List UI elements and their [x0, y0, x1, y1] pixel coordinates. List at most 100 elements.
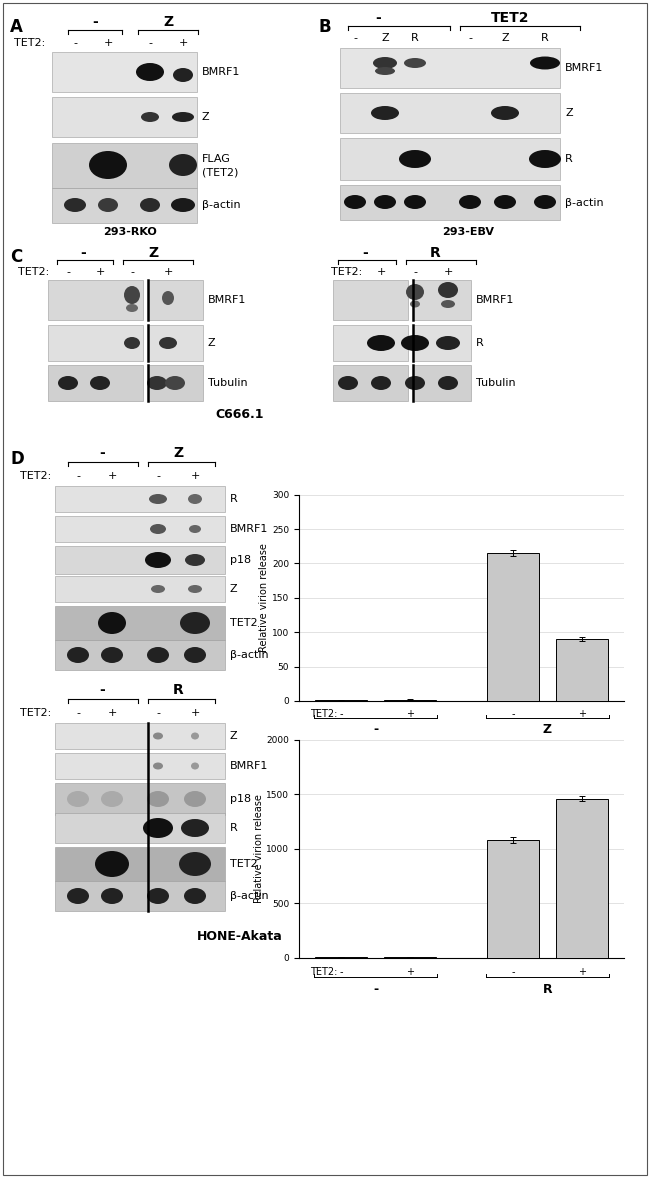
Ellipse shape — [371, 376, 391, 390]
Ellipse shape — [371, 106, 399, 120]
Ellipse shape — [529, 150, 561, 168]
Bar — [333, 365, 408, 401]
Bar — [333, 280, 408, 320]
Text: Z: Z — [173, 446, 183, 459]
Text: FLAG: FLAG — [202, 154, 231, 165]
Text: B: B — [318, 18, 331, 37]
Bar — [55, 516, 225, 542]
Text: p18: p18 — [230, 794, 251, 805]
Ellipse shape — [136, 62, 164, 81]
Bar — [55, 487, 225, 512]
Ellipse shape — [338, 376, 358, 390]
Bar — [52, 97, 197, 137]
Ellipse shape — [534, 196, 556, 209]
Text: +: + — [406, 967, 414, 977]
Bar — [340, 138, 560, 180]
Text: -: - — [76, 708, 80, 719]
Text: Z: Z — [501, 33, 509, 44]
Text: +: + — [190, 708, 200, 719]
Ellipse shape — [181, 819, 209, 838]
Text: +: + — [107, 708, 117, 719]
Ellipse shape — [367, 335, 395, 351]
Bar — [48, 365, 143, 401]
Text: R: R — [430, 246, 441, 260]
Text: TET2:: TET2: — [14, 38, 46, 48]
Ellipse shape — [184, 790, 206, 807]
Text: +: + — [578, 967, 586, 977]
Bar — [48, 325, 143, 360]
Ellipse shape — [67, 790, 89, 807]
Text: TET2:: TET2: — [331, 267, 362, 277]
Text: TET2:: TET2: — [18, 267, 49, 277]
Ellipse shape — [67, 888, 89, 904]
Ellipse shape — [404, 196, 426, 209]
Ellipse shape — [67, 647, 89, 663]
Text: -: - — [468, 33, 472, 44]
Text: Z: Z — [381, 33, 389, 44]
Ellipse shape — [101, 888, 123, 904]
Text: -: - — [156, 471, 160, 481]
Y-axis label: Relative virion release: Relative virion release — [254, 794, 263, 904]
Text: 293-RKO: 293-RKO — [103, 227, 157, 237]
Ellipse shape — [191, 762, 199, 769]
Text: +: + — [406, 709, 414, 719]
Text: R: R — [173, 683, 183, 697]
Text: HONE-Akata: HONE-Akata — [197, 931, 283, 944]
Text: -: - — [373, 723, 378, 736]
Text: -: - — [375, 11, 381, 25]
Ellipse shape — [494, 196, 516, 209]
Text: -: - — [413, 267, 417, 277]
Text: C: C — [10, 249, 22, 266]
Text: R: R — [230, 823, 238, 833]
Text: -: - — [156, 708, 160, 719]
Bar — [556, 799, 608, 958]
Text: β-actin: β-actin — [202, 200, 240, 211]
Ellipse shape — [95, 851, 129, 876]
Bar — [340, 93, 560, 133]
Bar — [148, 325, 203, 360]
Ellipse shape — [147, 888, 169, 904]
Text: TET2: TET2 — [491, 11, 529, 25]
Ellipse shape — [185, 554, 205, 565]
Text: +: + — [578, 709, 586, 719]
Text: TET2: TET2 — [230, 618, 257, 628]
Bar — [55, 576, 225, 602]
Bar — [55, 545, 225, 574]
Text: TET2:: TET2: — [20, 708, 51, 719]
Text: -: - — [92, 15, 98, 29]
Text: C666.1: C666.1 — [216, 409, 265, 422]
Text: R: R — [230, 494, 238, 504]
Ellipse shape — [401, 335, 429, 351]
Ellipse shape — [140, 198, 160, 212]
Ellipse shape — [406, 284, 424, 300]
Ellipse shape — [153, 733, 163, 740]
Text: -: - — [512, 709, 515, 719]
Ellipse shape — [149, 494, 167, 504]
Text: Z: Z — [543, 723, 552, 736]
Ellipse shape — [459, 196, 481, 209]
Text: BMRF1: BMRF1 — [208, 294, 246, 305]
Ellipse shape — [171, 198, 195, 212]
Text: Z: Z — [565, 108, 573, 118]
Text: β-actin: β-actin — [230, 650, 268, 660]
Bar — [488, 840, 539, 958]
Bar — [413, 325, 471, 360]
Ellipse shape — [89, 151, 127, 179]
Y-axis label: Relative virion release: Relative virion release — [259, 543, 269, 653]
Ellipse shape — [169, 154, 197, 176]
Ellipse shape — [404, 58, 426, 68]
Text: BMRF1: BMRF1 — [230, 761, 268, 770]
Text: -: - — [373, 982, 378, 995]
Ellipse shape — [410, 300, 420, 307]
Text: TET2:: TET2: — [310, 709, 338, 719]
Ellipse shape — [145, 552, 171, 568]
Text: -: - — [66, 267, 70, 277]
Text: +: + — [178, 38, 188, 48]
Ellipse shape — [98, 613, 126, 634]
Ellipse shape — [436, 336, 460, 350]
Text: +: + — [107, 471, 117, 481]
Text: -: - — [130, 267, 134, 277]
Ellipse shape — [375, 67, 395, 75]
Bar — [55, 783, 225, 815]
Bar — [55, 605, 225, 640]
